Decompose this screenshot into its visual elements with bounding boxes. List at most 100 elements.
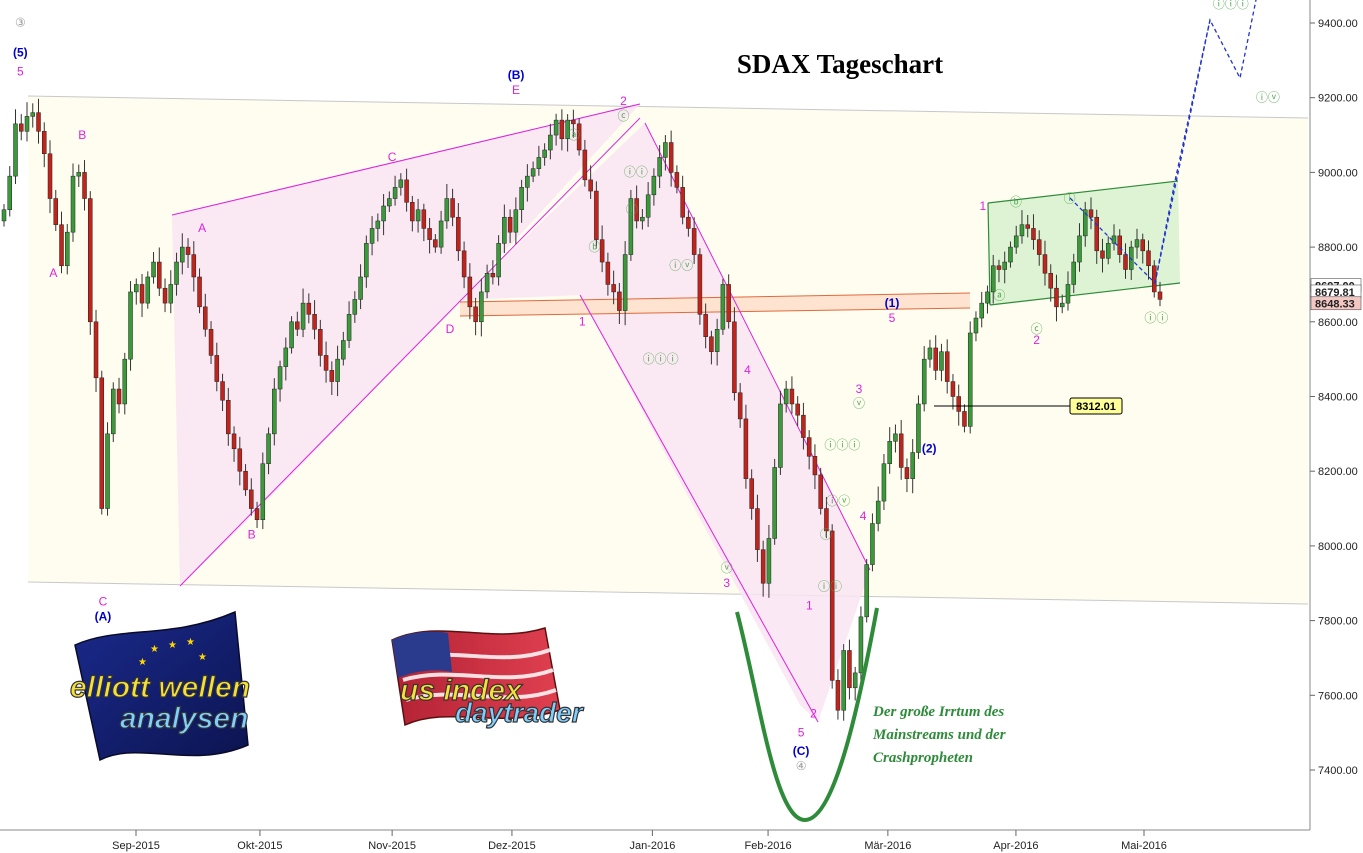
candle-body — [99, 377, 105, 509]
candle-body — [686, 216, 691, 229]
wave-label: ③ — [15, 16, 26, 30]
u-curve — [735, 607, 879, 823]
candle-body — [289, 321, 294, 349]
candle-body — [910, 452, 915, 479]
candle-body — [599, 239, 605, 263]
candle-body — [990, 265, 996, 293]
candle-body — [427, 228, 432, 240]
candle-body — [525, 175, 530, 188]
logo-right-bottom: daytrader — [455, 697, 585, 728]
wave-label: 3 — [723, 576, 730, 590]
wave-label: ⓘⓘ — [624, 165, 648, 179]
candle-body — [300, 302, 306, 330]
wave-label: ⓒ — [617, 109, 629, 123]
candle-body — [1094, 216, 1099, 252]
candle-body — [42, 131, 47, 154]
candle-body — [605, 261, 611, 285]
quote-block: Der große Irrtum des Mainstreams und der… — [872, 704, 1006, 766]
wave-label: A — [49, 266, 57, 280]
candle-body — [743, 418, 749, 479]
candle-body — [381, 205, 386, 222]
candle-body — [456, 216, 461, 252]
candle-body — [479, 291, 484, 323]
quote-line-3: Crashpropheten — [873, 750, 973, 766]
svg-text:★: ★ — [150, 644, 159, 655]
candle-body — [1042, 254, 1048, 274]
candle-body — [364, 243, 369, 278]
wave-label: ⓥ — [853, 397, 865, 411]
candle-body — [1071, 261, 1076, 285]
candle-body — [657, 157, 662, 177]
wave-label: C — [99, 595, 108, 609]
candle-body — [243, 470, 248, 491]
candle-body — [70, 175, 76, 233]
candle-body — [272, 388, 277, 435]
candle-body — [1059, 302, 1065, 308]
candle-body — [151, 261, 156, 278]
candle-body — [645, 194, 651, 218]
upper-channel-line — [27, 95, 1309, 119]
candle-body — [893, 433, 898, 442]
candle-body — [916, 403, 921, 453]
candle-body — [65, 231, 70, 267]
wave-label: 1 — [806, 598, 813, 612]
candle-body — [1008, 246, 1013, 263]
candle-body — [214, 355, 220, 382]
candle-body — [76, 172, 82, 177]
candle-body — [93, 321, 99, 379]
candle-body — [663, 142, 668, 158]
candle-body — [519, 187, 524, 210]
lower-channel-line — [27, 581, 1309, 605]
candle-body — [105, 433, 110, 509]
candle-body — [185, 246, 191, 255]
candle-body — [13, 123, 18, 177]
candle-body — [323, 355, 329, 371]
candle-body — [933, 347, 938, 371]
flag-green-fill — [988, 181, 1180, 305]
candle-body — [801, 414, 806, 438]
wave-label: B — [248, 527, 256, 541]
candle-body — [513, 209, 519, 233]
candle-body — [433, 239, 438, 248]
candle-body — [47, 153, 53, 199]
candle-body — [341, 340, 346, 360]
candle-body — [1031, 228, 1036, 240]
candle-body — [697, 254, 703, 315]
y-tick-label: 7400.00 — [1318, 765, 1358, 777]
wave-label: ⓘⓥ — [826, 494, 850, 508]
wave-label: (2) — [922, 442, 937, 456]
candle-body — [732, 321, 737, 394]
candle-body — [944, 351, 950, 382]
candle-body — [404, 179, 409, 203]
candle-body — [996, 265, 1002, 270]
y-tick-label: 8200.00 — [1318, 466, 1358, 478]
wave-label: 4 — [860, 509, 867, 523]
candle-body — [950, 381, 956, 397]
candle-body — [668, 142, 674, 173]
svg-text:★: ★ — [168, 640, 177, 651]
candle-body — [824, 508, 829, 532]
candle-body — [392, 187, 398, 199]
wave-label: ⓘⓘ — [1144, 311, 1168, 325]
candle-body — [818, 474, 823, 509]
candle-body — [197, 276, 202, 308]
wave-label: 2 — [810, 707, 817, 721]
wave-label: ⓒ — [1031, 322, 1043, 336]
candle-body — [1025, 224, 1030, 229]
candle-body — [755, 508, 760, 550]
candle-body — [611, 284, 616, 293]
candle-body — [1105, 243, 1111, 259]
candle-body — [617, 291, 622, 311]
candle-body — [19, 123, 24, 132]
y-tick-label: 9400.00 — [1318, 18, 1358, 30]
wave-label: ⓑ — [1010, 195, 1022, 209]
candle-body — [387, 198, 392, 207]
wave-label: ⓘⓘⓘ — [824, 438, 860, 452]
candle-body — [53, 198, 59, 225]
wave-label: 1 — [980, 199, 987, 213]
logo-left-top: elliott wellen — [70, 671, 250, 704]
wave-label: 5 — [798, 725, 805, 739]
candle-body — [812, 456, 818, 476]
horizontal-orange-band — [460, 293, 970, 316]
candle-body — [795, 403, 800, 416]
